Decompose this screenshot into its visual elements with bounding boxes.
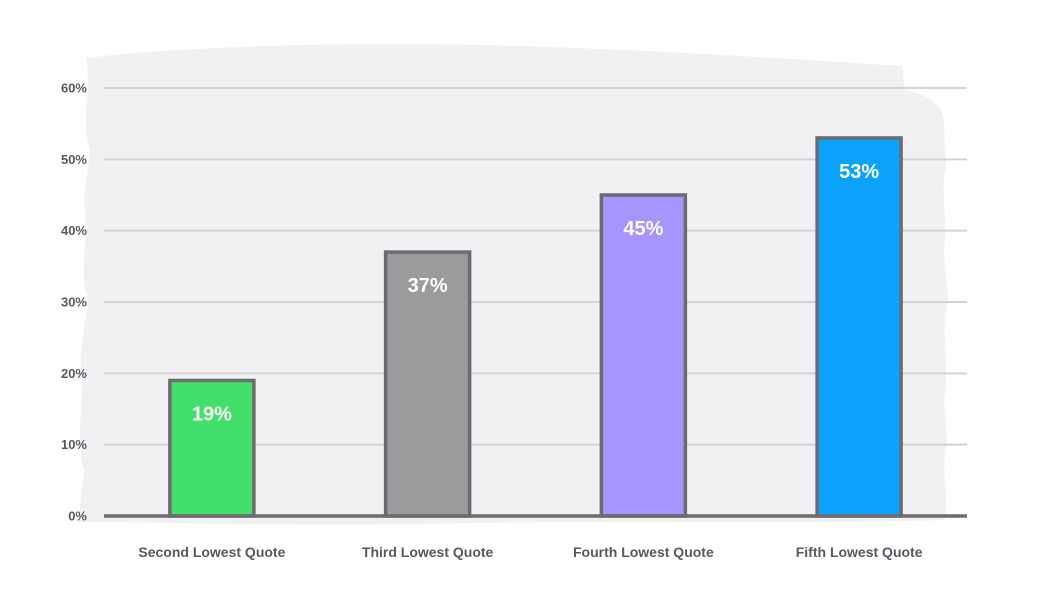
x-category-label: Fifth Lowest Quote (796, 544, 923, 560)
bar-value-label: 53% (839, 161, 879, 183)
y-tick-label: 0% (68, 509, 87, 524)
bar-group: 45% (599, 193, 688, 518)
bar-group: 37% (383, 250, 472, 518)
y-tick-label: 20% (61, 366, 87, 381)
bar (599, 193, 688, 518)
brush-background (78, 44, 948, 525)
bar (815, 136, 903, 518)
bar-value-label: 45% (623, 218, 663, 240)
bar (383, 250, 472, 518)
x-category-label: Third Lowest Quote (362, 544, 494, 560)
bar (168, 378, 256, 518)
bar-group: 53% (815, 136, 903, 518)
bar-group: 19% (168, 378, 256, 518)
y-tick-label: 40% (61, 223, 87, 238)
bar-value-label: 37% (408, 275, 448, 297)
y-tick-label: 30% (61, 295, 87, 310)
x-category-label: Second Lowest Quote (138, 544, 285, 560)
bars: 19% 37% 45% 53% (168, 136, 903, 518)
x-axis-category-labels: Second Lowest Quote Third Lowest Quote Fou… (138, 544, 922, 560)
bar-value-label: 19% (192, 403, 232, 425)
x-category-label: Fourth Lowest Quote (573, 544, 714, 560)
brush-shape (78, 44, 948, 525)
y-tick-label: 10% (61, 437, 87, 452)
y-tick-label: 60% (61, 81, 87, 96)
y-tick-label: 50% (61, 152, 87, 167)
y-axis-tick-labels: 0% 10% 20% 30% 40% 50% 60% (61, 81, 87, 524)
